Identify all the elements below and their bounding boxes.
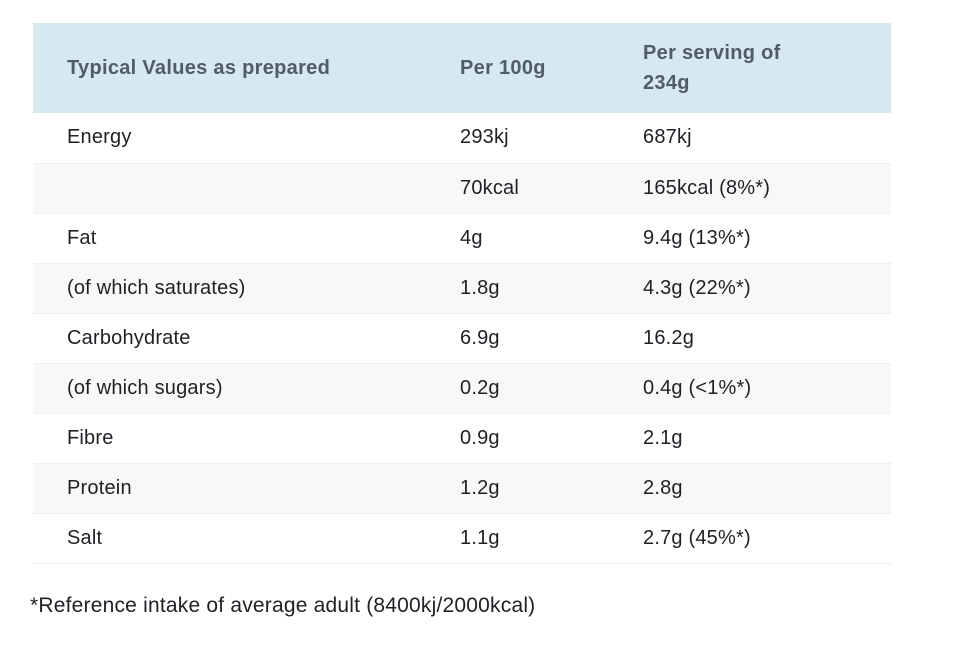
column-header-label: Per 100g	[460, 57, 546, 79]
value-per-serving: 2.8g	[643, 463, 891, 514]
row-label	[33, 163, 460, 214]
row-label: Fibre	[33, 413, 460, 464]
row-label: Fat	[33, 213, 460, 264]
table-header: Typical Values as prepared Per 100g Per …	[33, 23, 891, 113]
value-per-serving: 687kj	[643, 113, 891, 164]
row-label: Protein	[33, 463, 460, 514]
value-per-100g: 293kj	[460, 113, 643, 164]
value-per-serving: 2.1g	[643, 413, 891, 464]
value-per-100g: 0.9g	[460, 413, 643, 464]
column-header-label: Typical Values as prepared	[67, 57, 331, 79]
table-row: Carbohydrate 6.9g 16.2g	[33, 313, 891, 364]
row-label: Energy	[33, 113, 460, 164]
column-header-typical-values: Typical Values as prepared	[33, 23, 460, 113]
value-per-100g: 1.8g	[460, 263, 643, 314]
value-per-100g: 1.2g	[460, 463, 643, 514]
value-per-serving: 0.4g (<1%*)	[643, 363, 891, 414]
column-header-per-100g: Per 100g	[460, 23, 643, 113]
table-row: Protein 1.2g 2.8g	[33, 463, 891, 514]
table-row: Salt 1.1g 2.7g (45%*)	[33, 513, 891, 564]
table-row: Fat 4g 9.4g (13%*)	[33, 213, 891, 264]
value-per-100g: 4g	[460, 213, 643, 264]
row-label: Carbohydrate	[33, 313, 460, 364]
row-label: Salt	[33, 513, 460, 564]
value-per-100g: 1.1g	[460, 513, 643, 564]
table-row: 70kcal 165kcal (8%*)	[33, 163, 891, 214]
row-label: (of which sugars)	[33, 363, 460, 414]
value-per-100g: 0.2g	[460, 363, 643, 414]
table-row: Energy 293kj 687kj	[33, 113, 891, 164]
table-body: Energy 293kj 687kj 70kcal 165kcal (8%*) …	[33, 113, 891, 564]
reference-intake-footnote: *Reference intake of average adult (8400…	[30, 593, 536, 617]
value-per-100g: 70kcal	[460, 163, 643, 214]
table-row: (of which saturates) 1.8g 4.3g (22%*)	[33, 263, 891, 314]
value-per-serving: 165kcal (8%*)	[643, 163, 891, 214]
nutrition-table: Typical Values as prepared Per 100g Per …	[33, 23, 891, 564]
row-label: (of which saturates)	[33, 263, 460, 314]
value-per-serving: 16.2g	[643, 313, 891, 364]
value-per-serving: 9.4g (13%*)	[643, 213, 891, 264]
column-header-per-serving: Per serving of 234g	[643, 23, 891, 113]
value-per-serving: 4.3g (22%*)	[643, 263, 891, 314]
value-per-100g: 6.9g	[460, 313, 643, 364]
table-row: (of which sugars) 0.2g 0.4g (<1%*)	[33, 363, 891, 414]
value-per-serving: 2.7g (45%*)	[643, 513, 891, 564]
table-row: Fibre 0.9g 2.1g	[33, 413, 891, 464]
header-row: Typical Values as prepared Per 100g Per …	[33, 23, 891, 113]
column-header-label: Per serving of 234g	[643, 42, 781, 94]
